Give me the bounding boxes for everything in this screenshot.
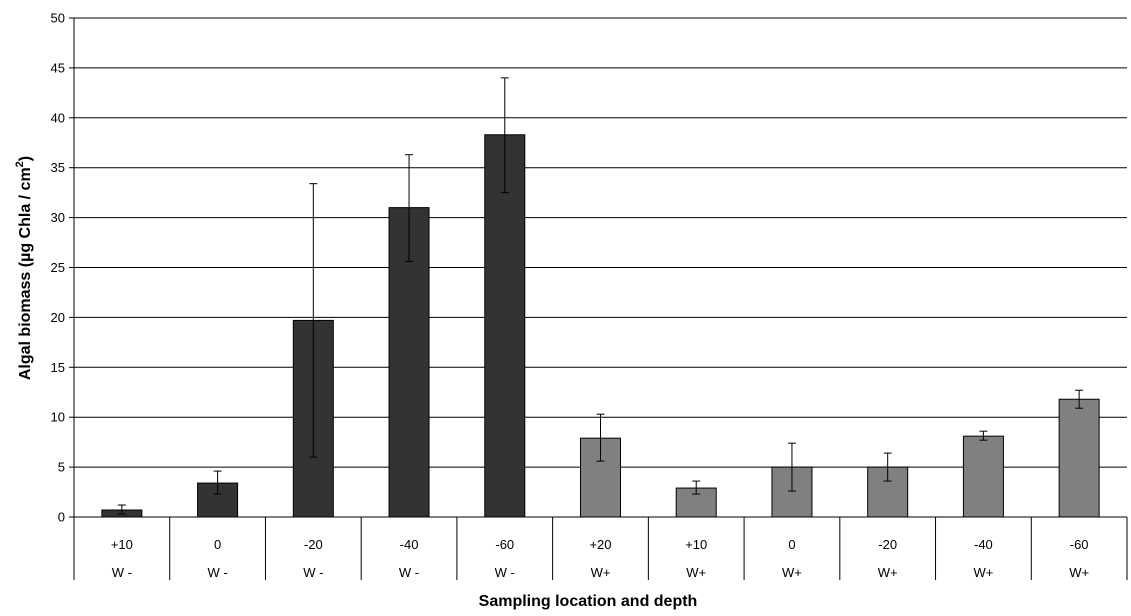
y-axis-title-suffix: )	[17, 156, 34, 161]
y-tick-label: 25	[51, 260, 65, 275]
category-depth-label: -20	[304, 537, 323, 552]
category-depth-label: +20	[589, 537, 611, 552]
category-group-label: W+	[1069, 565, 1089, 580]
y-tick-labels: 0 5 10 15 20 25 30 35 40 45 50	[51, 11, 65, 525]
bar	[1058, 398, 1100, 518]
category-depth-label: -60	[1070, 537, 1089, 552]
gridlines	[74, 17, 1127, 468]
y-tick-label: 10	[51, 410, 65, 425]
y-tick-label: 50	[51, 11, 65, 26]
category-group-label: W -	[399, 565, 419, 580]
x-category-table: +10 W - 0 W - -20 W - -40 W - -60 W - +20 W+ +10 W+ 0 W…	[73, 517, 1128, 580]
axes	[69, 17, 1127, 518]
category-group-label: W -	[112, 565, 132, 580]
category-depth-label: 0	[214, 537, 221, 552]
y-tick-label: 0	[58, 510, 65, 525]
category-group-label: W -	[303, 565, 323, 580]
category-group-label: W -	[207, 565, 227, 580]
y-tick-label: 35	[51, 160, 65, 175]
bar	[962, 435, 1004, 518]
category-group-label: W+	[591, 565, 611, 580]
y-axis-title: Algal biomass (µg Chla / cm2)	[14, 156, 34, 380]
error-bars	[117, 77, 1084, 515]
y-tick-label: 20	[51, 310, 65, 325]
category-group-label: W+	[878, 565, 898, 580]
category-depth-label: -40	[400, 537, 419, 552]
y-tick-label: 15	[51, 360, 65, 375]
category-group-label: W -	[495, 565, 515, 580]
category-depth-label: +10	[111, 537, 133, 552]
category-group-label: W+	[686, 565, 706, 580]
category-depth-label: -60	[495, 537, 514, 552]
category-depth-label: -40	[974, 537, 993, 552]
x-axis-title: Sampling location and depth	[479, 593, 698, 610]
y-axis-title-main: Algal biomass (µg Chla / cm	[17, 167, 34, 380]
category-group-label: W+	[782, 565, 802, 580]
y-tick-label: 30	[51, 210, 65, 225]
category-depth-label: -20	[878, 537, 897, 552]
y-axis-title-sup: 2	[14, 161, 26, 167]
category-depth-label: 0	[788, 537, 795, 552]
y-tick-label: 5	[58, 460, 65, 475]
y-tick-label: 45	[51, 60, 65, 75]
category-depth-label: +10	[685, 537, 707, 552]
y-tick-label: 40	[51, 110, 65, 125]
category-group-label: W+	[973, 565, 993, 580]
